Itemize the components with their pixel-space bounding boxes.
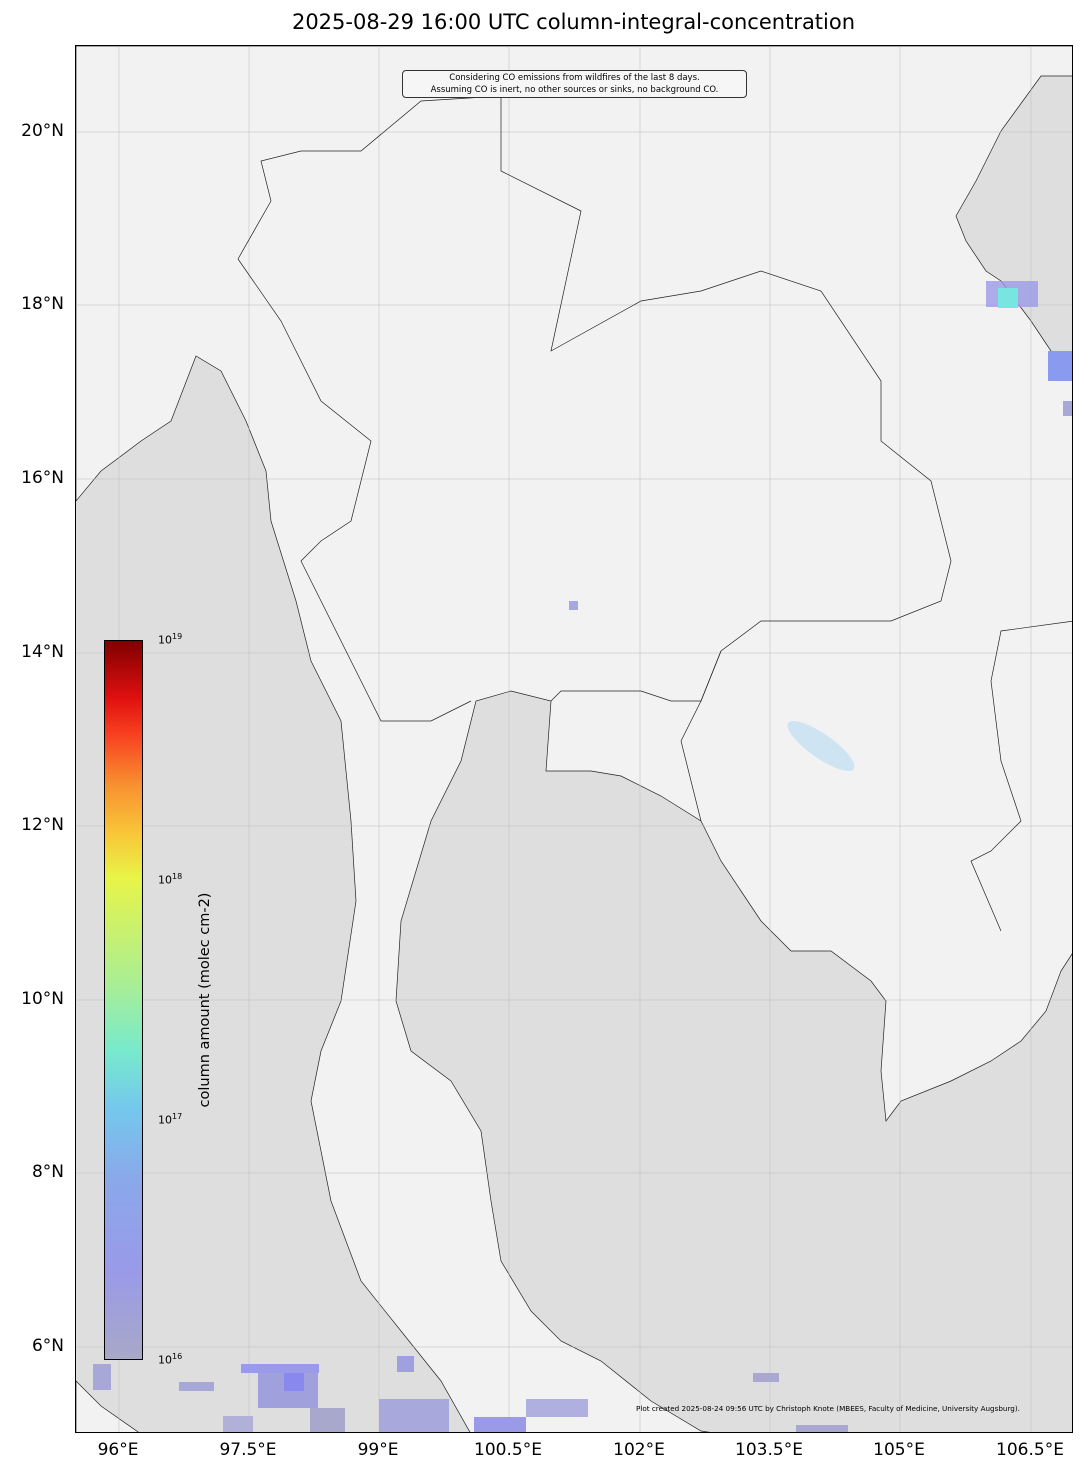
land-mainland	[76, 46, 1072, 1432]
x-tick-label: 97.5°E	[219, 1440, 277, 1460]
tonle-sap-lake	[787, 721, 855, 771]
y-tick-label: 8°N	[31, 1162, 64, 1182]
y-tick-label: 10°N	[21, 989, 64, 1009]
map-area	[75, 45, 1073, 1433]
annotation-box: Considering CO emissions from wildfires …	[402, 70, 747, 98]
colorbar-tick: 1018	[158, 871, 183, 887]
colorbar-tick: 1016	[158, 1351, 183, 1367]
y-tick-label: 20°N	[21, 121, 64, 141]
x-tick-label: 102°E	[613, 1440, 665, 1460]
credit-text: Plot created 2025-08-24 09:56 UTC by Chr…	[636, 1404, 1020, 1413]
x-tick-label: 96°E	[97, 1440, 139, 1460]
y-tick-label: 16°N	[21, 468, 64, 488]
colorbar-tick: 1019	[158, 631, 183, 647]
colorbar-label: column amount (molec cm-2)	[197, 892, 213, 1108]
x-tick-label: 103.5°E	[735, 1440, 803, 1460]
plot-title: 2025-08-29 16:00 UTC column-integral-con…	[291, 10, 856, 34]
x-tick-label: 105°E	[873, 1440, 925, 1460]
x-tick-label: 106.5°E	[996, 1440, 1064, 1460]
y-tick-label: 12°N	[21, 815, 64, 835]
x-tick-label: 100.5°E	[474, 1440, 542, 1460]
country-borders	[237, 95, 1072, 932]
land-sumatra	[76, 1380, 139, 1432]
x-tick-label: 99°E	[357, 1440, 399, 1460]
y-tick-label: 6°N	[31, 1336, 64, 1356]
annotation-line-1: Considering CO emissions from wildfires …	[449, 73, 700, 83]
annotation-line-2: Assuming CO is inert, no other sources o…	[430, 85, 719, 95]
map-canvas	[76, 46, 1072, 1432]
gridlines	[76, 46, 1072, 1432]
co-plume-cells	[93, 281, 1072, 1432]
colorbar-tick: 1017	[158, 1111, 183, 1127]
colorbar	[104, 640, 143, 1360]
y-tick-label: 14°N	[21, 642, 64, 662]
y-tick-label: 18°N	[21, 294, 64, 314]
